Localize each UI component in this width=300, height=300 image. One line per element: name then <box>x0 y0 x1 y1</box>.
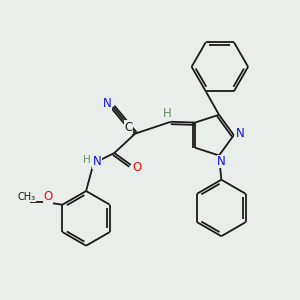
Text: H: H <box>83 155 91 165</box>
Text: N: N <box>236 127 245 140</box>
Text: O: O <box>44 190 53 203</box>
Text: H: H <box>163 107 172 120</box>
Text: N: N <box>217 155 226 168</box>
Text: N: N <box>103 97 112 110</box>
Text: O: O <box>132 161 141 174</box>
Text: CH₃: CH₃ <box>17 192 35 202</box>
Text: N: N <box>93 155 101 168</box>
Text: C: C <box>124 121 133 134</box>
